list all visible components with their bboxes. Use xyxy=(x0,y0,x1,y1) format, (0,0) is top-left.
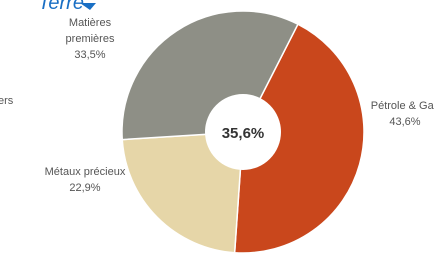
slice-value: 43,6% xyxy=(360,114,434,130)
slice-value: 22,9% xyxy=(40,180,130,196)
chart: Terre 35,6% ers Pétrole & Gaz43,6%Métaux… xyxy=(0,0,434,254)
center-label: 35,6% xyxy=(222,125,265,142)
slice-value: 33,5% xyxy=(45,47,135,63)
side-fragment: ers xyxy=(0,95,13,107)
arrow-icon xyxy=(80,3,96,10)
